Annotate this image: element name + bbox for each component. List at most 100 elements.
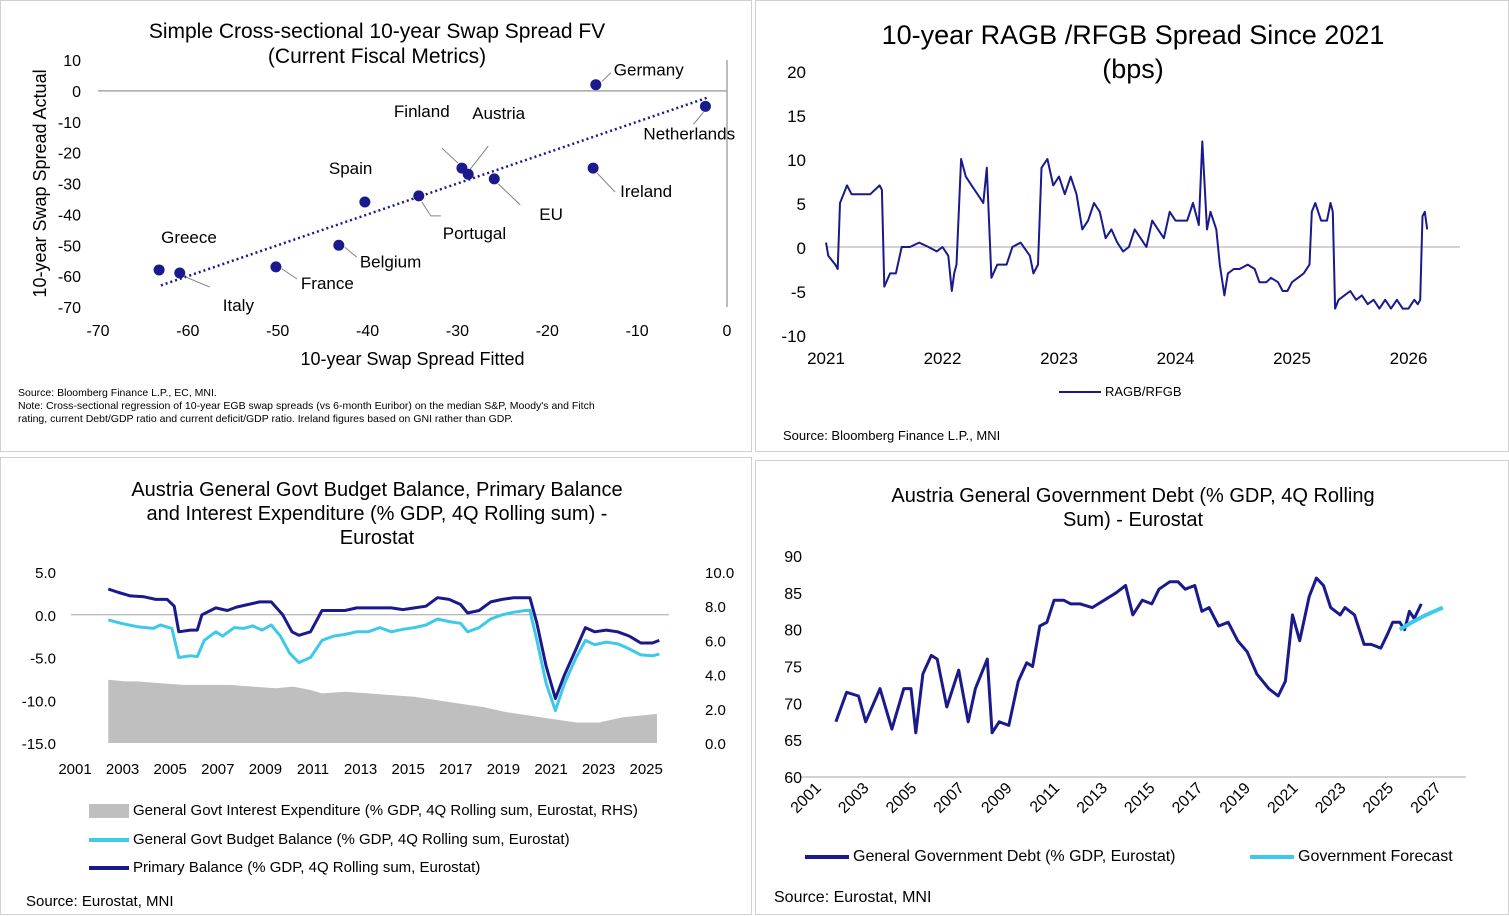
x-tick-label: -10 — [626, 323, 649, 340]
label-leader-line — [421, 201, 441, 217]
x-tick-label: 2005 — [154, 761, 187, 778]
y-axis-title: 10-year Swap Spread Actual — [30, 69, 50, 297]
label-leader-line — [469, 145, 489, 170]
x-tick-label: 2015 — [1121, 780, 1158, 817]
label-leader-line — [281, 268, 298, 280]
y-tick-label: 85 — [784, 586, 802, 603]
y2-tick-label: 8.0 — [705, 599, 726, 616]
legend-item-primary: Primary Balance (% GDP, 4Q Rolling sum, … — [89, 859, 480, 876]
x-tick-label: -60 — [176, 323, 199, 340]
chart-title: Simple Cross-sectional 10-year Swap Spre… — [148, 20, 606, 69]
data-point-belgium — [333, 239, 345, 251]
x-tick-label: 2026 — [1390, 349, 1428, 368]
legend-swatch — [1059, 390, 1101, 393]
series-govt-debt — [834, 576, 1423, 735]
x-tick-label: 2007 — [931, 780, 968, 817]
x-tick-label: -40 — [356, 323, 379, 340]
x-axis-title: 10-year Swap Spread Fitted — [300, 349, 524, 369]
chart-title: Austria General Government Debt (% GDP, … — [891, 485, 1375, 531]
x-tick-label: 2021 — [1265, 780, 1302, 817]
point-label: Italy — [223, 296, 255, 315]
x-tick-label: 2019 — [487, 761, 520, 778]
data-point-ireland — [587, 162, 599, 174]
y-tick-label: 0.0 — [35, 608, 56, 625]
data-point-austria — [462, 168, 474, 180]
y-tick-label: 15 — [787, 107, 806, 126]
legend-item-debt: General Government Debt (% GDP, Eurostat… — [805, 848, 1176, 866]
label-leader-line — [693, 111, 704, 125]
data-point-eu — [488, 173, 500, 185]
y2-tick-label: 2.0 — [705, 702, 726, 719]
series-interest-expenditure-area — [108, 679, 658, 743]
x-tick-label: 2017 — [1169, 780, 1206, 817]
x-tick-label: 2025 — [1360, 780, 1397, 817]
series-govt-forecast — [1398, 605, 1444, 632]
point-label: EU — [539, 205, 563, 224]
x-tick-label: 2025 — [1273, 349, 1311, 368]
y-tick-label: -40 — [58, 207, 81, 224]
x-tick-label: -50 — [266, 323, 289, 340]
x-tick-label: 0 — [723, 323, 732, 340]
panel-swap-spread-fv: Simple Cross-sectional 10-year Swap Spre… — [0, 0, 752, 452]
x-tick-label: -30 — [446, 323, 469, 340]
x-tick-label: 2021 — [807, 349, 845, 368]
x-tick-label: -20 — [536, 323, 559, 340]
x-tick-label: 2003 — [835, 780, 872, 817]
y-tick-label: -5 — [791, 283, 806, 302]
x-tick-label: 2019 — [1217, 780, 1254, 817]
legend-swatch — [89, 865, 129, 870]
y-tick-label: 5 — [797, 195, 806, 214]
combo-chart: 5.0 0.0 -5.0 -10.0 -15.0 10.0 8.0 6.0 4.0 2.0 0.0 2… — [22, 565, 734, 778]
x-tick-label: 2011 — [1027, 780, 1063, 816]
x-tick-label: 2024 — [1157, 349, 1195, 368]
x-tick-label: 2005 — [883, 780, 920, 817]
data-point-germany — [590, 79, 602, 91]
panel-budget-balance: Austria General Govt Budget Balance, Pri… — [0, 457, 752, 915]
point-label: Greece — [161, 228, 217, 247]
y-tick-label: 60 — [784, 770, 802, 787]
x-tick-label: 2001 — [58, 761, 91, 778]
y2-tick-label: 10.0 — [705, 565, 734, 582]
y-tick-label: 20 — [787, 63, 806, 82]
legend-swatch — [89, 837, 129, 842]
y-tick-label: -15.0 — [22, 736, 56, 753]
data-point-portugal — [413, 190, 425, 202]
legend-swatch — [805, 855, 849, 859]
point-label: Portugal — [443, 224, 506, 243]
y-tick-label: -60 — [58, 269, 81, 286]
y2-tick-label: 4.0 — [705, 668, 726, 685]
label-leader-line — [596, 172, 616, 193]
y-tick-label: 0 — [797, 239, 806, 258]
data-point-france — [270, 261, 282, 273]
point-label: Austria — [472, 104, 525, 123]
trendline — [160, 95, 710, 287]
point-label: France — [301, 274, 354, 293]
source-note: Source: Bloomberg Finance L.P., EC, MNI.… — [18, 387, 595, 425]
y-tick-label: 0 — [72, 84, 81, 101]
x-tick-label: 2009 — [249, 761, 282, 778]
label-leader-line — [344, 246, 358, 258]
source-text: Source: Eurostat, MNI — [774, 889, 932, 906]
legend-swatch — [89, 803, 129, 818]
y-tick-label: -50 — [58, 238, 81, 255]
x-tick-label: 2023 — [1040, 349, 1078, 368]
series-ragb-rfgb — [825, 140, 1429, 310]
y-tick-label: 65 — [784, 733, 802, 750]
y2-tick-label: 0.0 — [705, 736, 726, 753]
y-tick-label: -10 — [58, 115, 81, 132]
source-text: Source: Bloomberg Finance L.P., MNI — [783, 428, 1001, 443]
x-tick-label: 2027 — [1408, 780, 1445, 817]
data-point-netherlands — [699, 100, 711, 112]
x-tick-label: 2009 — [978, 780, 1015, 817]
x-tick-label: 2015 — [392, 761, 425, 778]
x-tick-label: 2007 — [201, 761, 234, 778]
chart-title: 10-year RAGB /RFGB Spread Since 2021 (bp… — [881, 20, 1385, 84]
x-tick-label: 2003 — [106, 761, 139, 778]
point-label: Spain — [329, 159, 372, 178]
y-tick-label: -20 — [58, 146, 81, 163]
series-primary-balance — [107, 587, 660, 700]
x-tick-label: 2013 — [344, 761, 377, 778]
legend: RAGB/RFGB — [1059, 384, 1182, 399]
